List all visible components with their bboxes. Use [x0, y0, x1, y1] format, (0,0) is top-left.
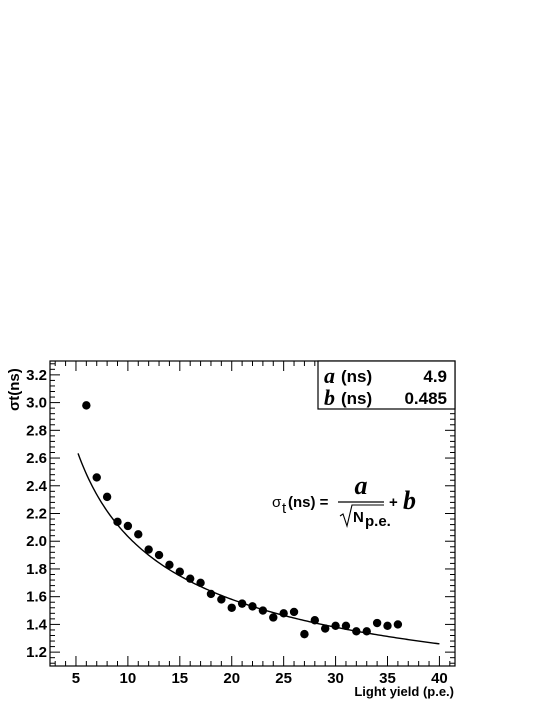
y-axis-title: σt(ns) [6, 368, 23, 411]
formula-plus: + [389, 494, 398, 511]
data-point [341, 621, 351, 630]
x-axis-title: Light yield (p.e.) [354, 684, 454, 699]
y-tick-label: 3.0 [26, 395, 47, 412]
data-point [227, 603, 236, 612]
data-point [269, 613, 278, 622]
y-tick-label: 1.4 [26, 616, 48, 633]
formula-lhs-symbol: σ [272, 494, 282, 511]
axis-ticks [50, 361, 455, 666]
data-point [175, 567, 185, 576]
data-point [196, 578, 205, 588]
x-tick-label: 35 [379, 670, 396, 687]
stats-b-symbol: b [324, 385, 335, 410]
x-tick-label: 25 [275, 670, 292, 687]
formula-b: b [403, 486, 416, 515]
data-point [123, 521, 133, 531]
stats-a-unit: (ns) [341, 367, 372, 386]
stats-a-value: 4.9 [423, 367, 447, 386]
data-point [206, 589, 216, 599]
data-point [362, 627, 371, 636]
y-tick-label: 1.8 [26, 561, 47, 578]
data-point [372, 618, 382, 628]
y-axis-title-symbol: σt(ns) [6, 368, 23, 411]
data-point [113, 517, 122, 527]
data-point [82, 401, 91, 410]
formula-sqrt-sign [339, 504, 384, 529]
fit-formula: σ t (ns) = a N p.e. + b [272, 471, 416, 530]
y-tick-label: 2.8 [26, 422, 47, 439]
data-point [237, 599, 247, 608]
formula-denominator: N [353, 509, 364, 526]
x-tick-label: 10 [120, 670, 137, 687]
y-tick-label: 3.2 [26, 367, 47, 384]
stats-box-frame [317, 360, 456, 410]
x-tick-label: 5 [72, 670, 80, 687]
data-point [217, 595, 226, 604]
data-point [310, 616, 320, 625]
stats-b-value: 0.485 [404, 389, 447, 408]
data-point [289, 607, 299, 617]
x-tick-label: 30 [327, 670, 344, 687]
data-points [82, 401, 403, 639]
data-point [154, 550, 164, 560]
x-tick-label: 20 [223, 670, 240, 687]
formula-lhs-sub: t [282, 500, 287, 517]
y-tick-label: 1.2 [26, 644, 47, 661]
data-point [185, 574, 195, 583]
data-point [102, 492, 112, 502]
y-tick-label: 2.4 [26, 478, 48, 495]
y-tick-labels: 1.2 1.4 1.6 1.8 2.0 2.2 2.4 2.6 2.8 3.0 3.2 [26, 367, 48, 661]
x-tick-label: 40 [431, 670, 448, 687]
y-tick-label: 2.0 [26, 533, 47, 550]
y-tick-label: 1.6 [26, 589, 47, 606]
x-tick-labels: 5 10 15 20 25 30 35 40 [72, 670, 448, 687]
data-point [300, 629, 309, 639]
data-point [258, 606, 268, 615]
stats-a-symbol: a [324, 363, 335, 388]
formula-numerator: a [355, 471, 368, 500]
data-point [279, 609, 288, 618]
data-point [331, 621, 340, 630]
data-point [352, 627, 361, 636]
x-tick-label: 15 [171, 670, 188, 687]
y-tick-label: 2.2 [26, 506, 47, 523]
data-point [383, 621, 392, 630]
fit-curve [77, 453, 440, 645]
formula-denominator-sub: p.e. [365, 513, 391, 530]
stats-b-unit: (ns) [341, 389, 372, 408]
stats-box: a (ns) 4.9 b (ns) 0.485 [317, 360, 456, 410]
data-point [320, 624, 330, 633]
formula-lhs-unit: (ns) = [288, 494, 329, 511]
data-point [144, 545, 153, 554]
data-point [134, 530, 143, 539]
data-point [165, 560, 174, 569]
data-point [248, 602, 257, 611]
data-point [92, 473, 101, 482]
y-tick-label: 2.6 [26, 450, 47, 467]
data-point [393, 620, 403, 629]
